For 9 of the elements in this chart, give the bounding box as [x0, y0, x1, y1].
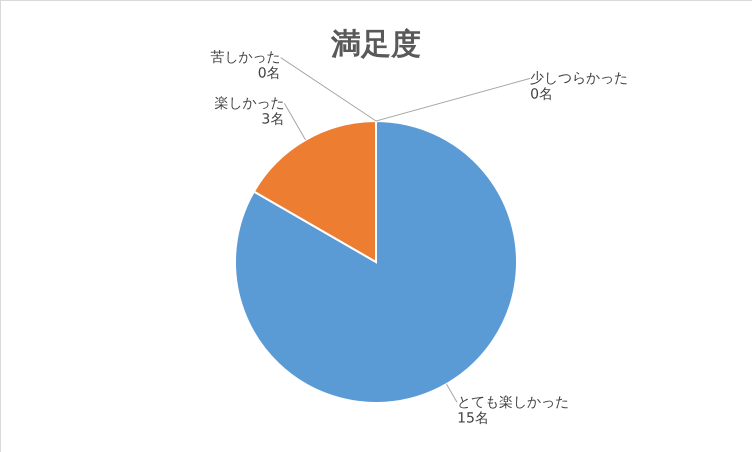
data-label: 3名: [261, 111, 284, 128]
text: 0名: [530, 86, 553, 102]
category-label: 少しつらかった: [530, 70, 628, 86]
chart-title: 満足度: [330, 27, 421, 62]
slice-label: とても楽しかった: [457, 394, 570, 410]
text: 0名: [258, 66, 281, 82]
category-label: 苦しかった: [210, 50, 281, 66]
data-label: 15名: [457, 410, 489, 426]
slice-label: 楽しかった: [214, 95, 284, 112]
